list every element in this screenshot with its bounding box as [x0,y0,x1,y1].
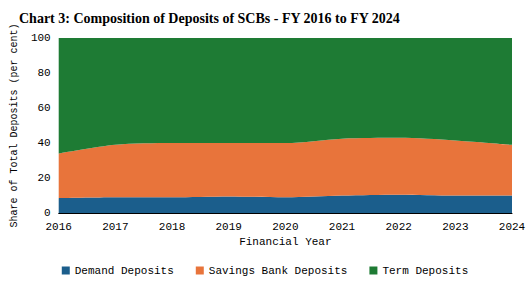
svg-text:40: 40 [38,137,51,149]
svg-text:0: 0 [44,207,51,219]
svg-text:Demand Deposits: Demand Deposits [75,265,174,277]
svg-text:Savings Bank Deposits: Savings Bank Deposits [209,265,348,277]
svg-text:2020: 2020 [272,221,298,233]
svg-text:2019: 2019 [215,221,241,233]
svg-text:Share of Total Deposits (per c: Share of Total Deposits (per cent) [9,23,20,227]
svg-text:Financial Year: Financial Year [239,236,331,248]
svg-text:2016: 2016 [46,221,72,233]
svg-text:100: 100 [31,32,51,44]
svg-text:2024: 2024 [499,221,526,233]
svg-text:80: 80 [38,67,51,79]
svg-text:Chart 3: Composition of Deposi: Chart 3: Composition of Deposits of SCBs… [19,11,400,26]
svg-text:2021: 2021 [329,221,356,233]
svg-text:2023: 2023 [442,221,468,233]
svg-text:60: 60 [38,102,51,114]
svg-text:2017: 2017 [102,221,128,233]
svg-text:20: 20 [38,172,51,184]
svg-text:Term Deposits: Term Deposits [382,265,468,277]
svg-text:2018: 2018 [159,221,185,233]
svg-text:2022: 2022 [385,221,411,233]
